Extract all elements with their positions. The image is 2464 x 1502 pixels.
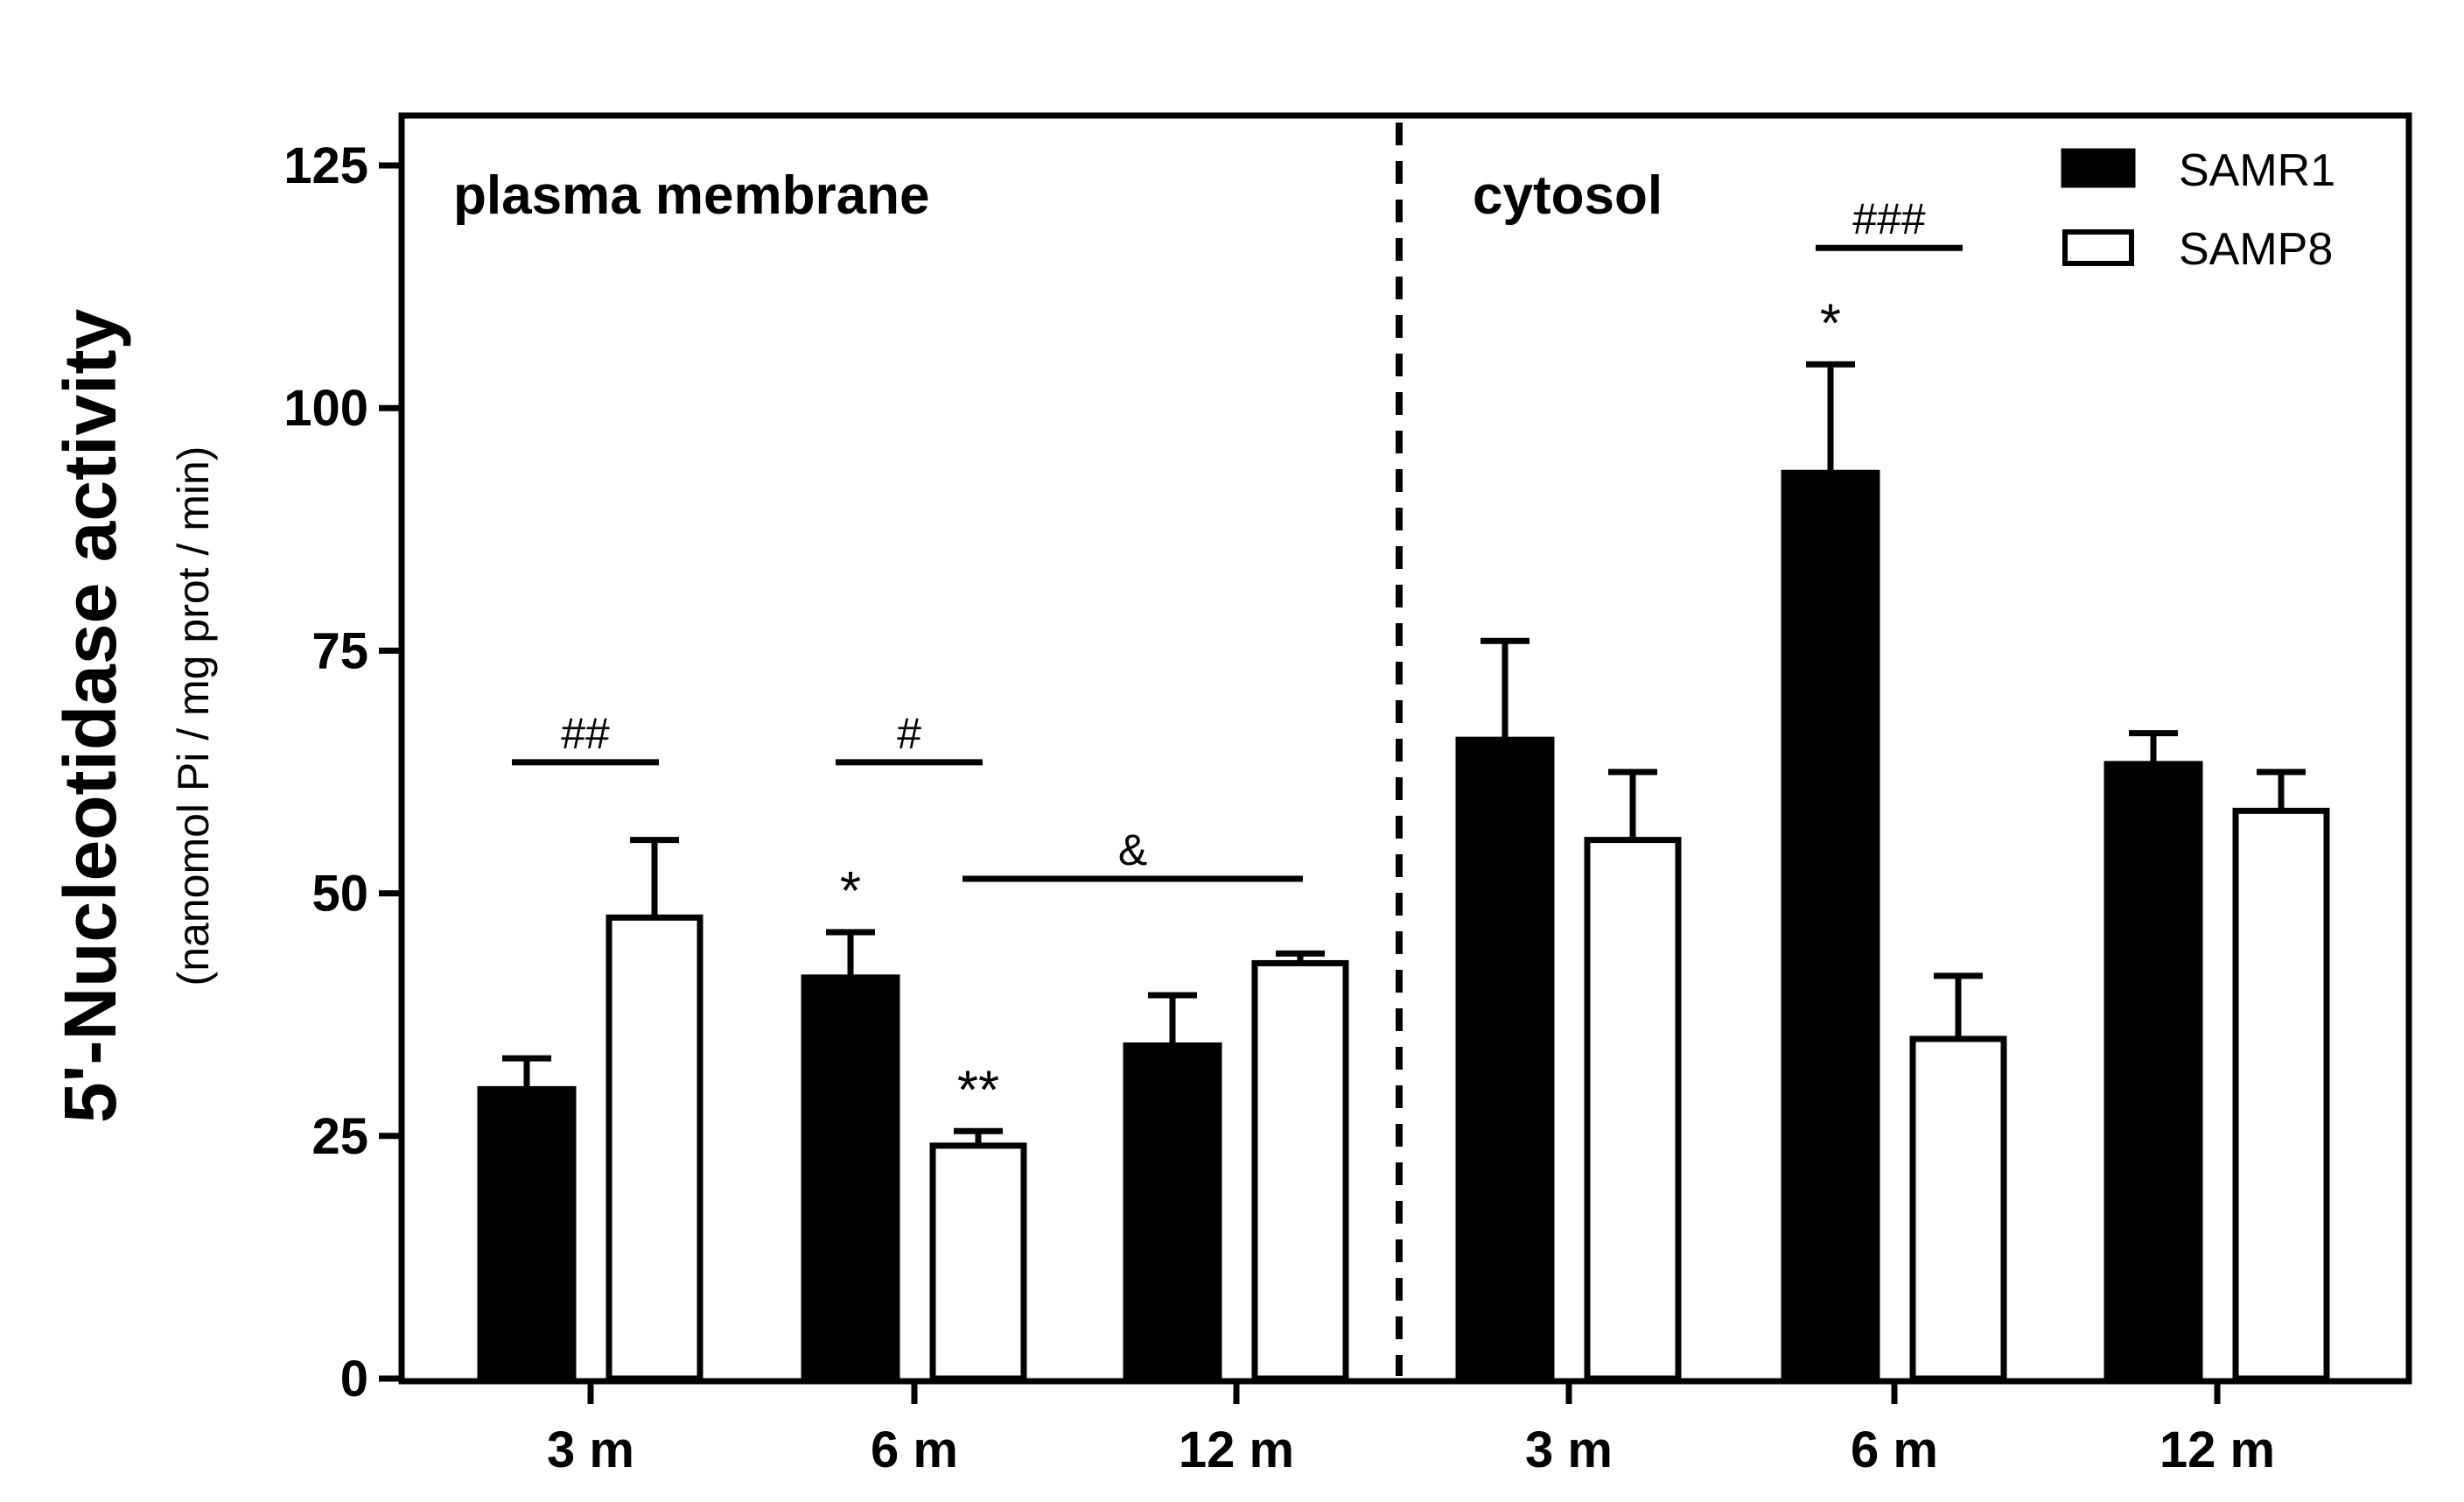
bar-samp8 (929, 1142, 1027, 1382)
bar-samr1 (1781, 469, 1880, 1380)
bar-samp8 (606, 914, 704, 1382)
x-axis-ticks: 3 m 6 m 12 m 3 m 6 m 12 m (547, 1381, 2275, 1478)
legend: SAMR1 SAMP8 (2061, 145, 2335, 275)
legend-label-samr1: SAMR1 (2179, 145, 2335, 196)
significance-marker: ## (561, 709, 610, 758)
significance-star: * (1820, 293, 1841, 354)
x-tick-label: 6 m (1851, 1421, 1938, 1478)
bar-samr1 (477, 1085, 577, 1380)
significance-marker: # (897, 709, 921, 758)
significance-star: ** (957, 1060, 999, 1120)
bar-samr1 (801, 974, 900, 1380)
y-tick-label: 50 (312, 866, 368, 923)
y-axis-label-group: 5'-Nucleotidase activity (nanomol Pi / m… (49, 309, 218, 1124)
x-tick-label: 3 m (547, 1421, 634, 1478)
plot-frame (398, 112, 2412, 1385)
x-tick-label: 12 m (1179, 1421, 1294, 1478)
y-axis-ticks: 0 25 50 75 100 125 (284, 137, 402, 1407)
x-tick-label: 6 m (871, 1421, 958, 1478)
legend-swatch-samp8 (2062, 229, 2134, 266)
bar-samr1 (1123, 1042, 1222, 1380)
y-tick-label: 0 (340, 1351, 368, 1407)
bar-samp8 (2232, 807, 2330, 1382)
legend-label-samp8: SAMP8 (2179, 224, 2333, 275)
y-tick-label: 75 (312, 622, 368, 679)
y-tick-label: 125 (284, 137, 368, 194)
bar-samp8 (1584, 837, 1682, 1382)
y-tick-label: 25 (312, 1108, 368, 1165)
bar-samp8 (1251, 959, 1349, 1382)
panel-label-cytosol: cytosol (1473, 165, 1662, 226)
y-tick-label: 100 (284, 380, 368, 437)
legend-swatch-samr1 (2061, 148, 2136, 188)
panel-label-plasma-membrane: plasma membrane (453, 165, 929, 226)
significance-marker: ### (1852, 194, 1926, 243)
significance-marker: & (1118, 825, 1147, 874)
y-axis-sublabel: (nanomol Pi / mg prot / min) (169, 446, 218, 986)
bar-samr1 (2104, 761, 2203, 1380)
x-tick-label: 12 m (2160, 1421, 2275, 1478)
bars (477, 361, 2330, 1382)
bar-samr1 (1455, 736, 1555, 1380)
x-tick-label: 3 m (1525, 1421, 1613, 1478)
annotations: ## #&###**** (512, 194, 1963, 1120)
y-axis-label: 5'-Nucleotidase activity (49, 309, 131, 1124)
significance-star: * (840, 861, 861, 922)
bar-samp8 (1909, 1035, 2007, 1382)
